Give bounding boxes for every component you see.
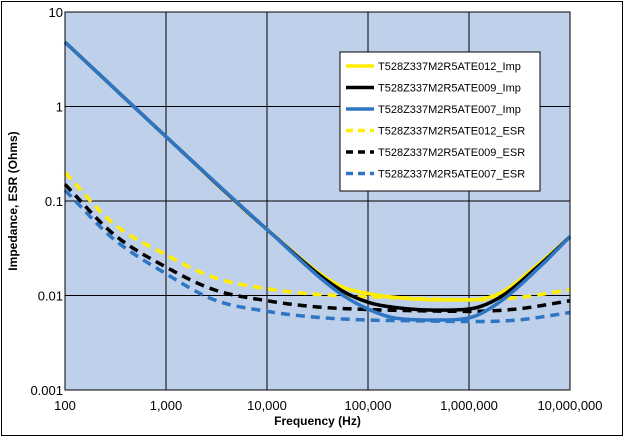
y-tick-label: 0.01 bbox=[38, 289, 63, 304]
series-layer bbox=[63, 40, 572, 324]
legend-label: T528Z337M2R5ATE012_ESR bbox=[378, 126, 525, 138]
legend-box bbox=[339, 51, 541, 192]
y-tick-label: 0.001 bbox=[30, 383, 63, 398]
x-axis-title: Frequency (Hz) bbox=[274, 414, 361, 428]
y-axis-title: Impedance, ESR (Ohms) bbox=[6, 131, 20, 270]
x-tick-labels: 100 1,000 10,000 100,000 1,000,000 10,000,000 bbox=[54, 398, 602, 413]
x-tick-label: 10,000 bbox=[247, 398, 287, 413]
legend-label: T528Z337M2R5ATE009_Imp bbox=[378, 83, 521, 95]
plot-border bbox=[64, 11, 571, 391]
x-tick-label: 10,000,000 bbox=[537, 398, 602, 413]
legend-label: T528Z337M2R5ATE007_Imp bbox=[378, 104, 521, 116]
x-tick-label: 100 bbox=[54, 398, 76, 413]
y-tick-labels: 10 1 0.1 0.01 0.001 bbox=[30, 5, 63, 398]
legend-label: T528Z337M2R5ATE009_ESR bbox=[378, 147, 525, 159]
x-tick-label: 1,000,000 bbox=[440, 398, 498, 413]
x-tick-label: 100,000 bbox=[345, 398, 392, 413]
series-line-t528z337m2r5ate007-imp bbox=[63, 40, 572, 322]
x-tick-label: 1,000 bbox=[150, 398, 183, 413]
series-line-t528z337m2r5ate007-esr bbox=[63, 188, 571, 324]
y-tick-label: 1 bbox=[56, 100, 63, 115]
y-tick-label: 0.1 bbox=[45, 194, 63, 209]
y-tick-label: 10 bbox=[49, 5, 63, 20]
legend-label: T528Z337M2R5ATE007_ESR bbox=[378, 169, 525, 181]
legend-label: T528Z337M2R5ATE012_Imp bbox=[378, 61, 521, 73]
legend: T528Z337M2R5ATE012_Imp T528Z337M2R5ATE009… bbox=[339, 51, 541, 192]
